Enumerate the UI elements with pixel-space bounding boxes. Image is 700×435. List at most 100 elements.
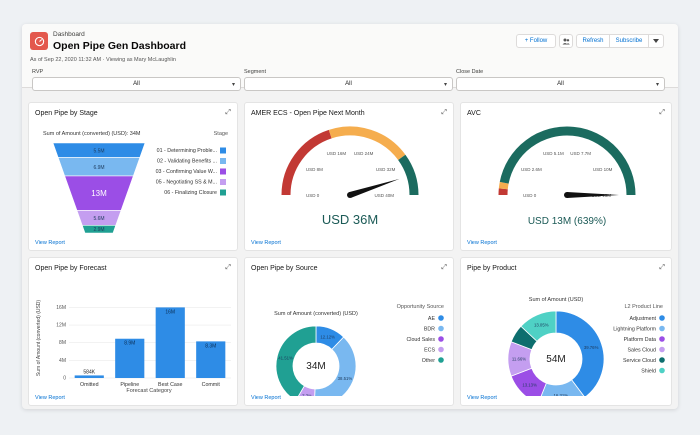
legend-item-label: 05 - Negotiating SS & M... [156,180,217,186]
gauge-needle-hub [347,192,353,198]
filter-label-segment: Segment [244,69,267,75]
gauge-value-label: USD 36M [322,212,378,227]
gauge-tick-label: USD 40M [374,193,394,198]
expand-icon[interactable]: ⤢ [225,109,231,116]
funnel-chart: Sum of Amount (converted) (USD): 34M Sta… [43,131,228,234]
gauge-tick-label: USD 8M [306,167,323,172]
gauge-needle [349,178,400,198]
follow-button[interactable]: + Follow [516,34,556,48]
view-report-link[interactable]: View Report [35,395,65,401]
page-title: Open Pipe Gen Dashboard [53,40,187,52]
view-report-link[interactable]: View Report [35,240,65,246]
view-report-link[interactable]: View Report [467,395,497,401]
donut-slice [314,336,357,396]
filter-select-segment[interactable]: All ▾ [244,77,453,91]
legend-swatch [659,325,665,332]
view-report-link[interactable]: View Report [251,240,281,246]
card-title: Open Pipe by Forecast [35,265,107,272]
funnel-segment-label: 2.9M [93,227,104,233]
legend-item-label: 02 - Validating Benefits ... [157,159,217,165]
expand-icon[interactable]: ⤢ [441,264,447,271]
x-tick-label: Best Case [158,382,182,388]
view-report-link[interactable]: View Report [251,395,281,401]
filter-label-close-date: Close Date [456,69,484,75]
y-tick-label: 12M [56,323,66,329]
donut-slice-label: 11.66% [512,356,526,361]
donut-slice [540,379,585,396]
legend-item-label: Adjustment [630,316,657,322]
legend-swatch [659,357,665,363]
funnel-segment-label: 13M [91,189,107,198]
funnel-subtitle: Sum of Amount (converted) (USD): 34M [43,131,141,137]
gauge-chart-2: USD 0 USD 2.6M USD 5.1M USD 7.7M USD 10M USD … [498,126,636,227]
donut-slice-label: 16.31% [554,393,569,396]
card-open-pipe-by-stage: Open Pipe by Stage ⤢ Sum of Amount (conv… [28,102,238,251]
legend-item-label: 01 - Determining Proble... [157,148,217,154]
filter-value-rvp: All [133,81,140,87]
bar-label: 8.3M [205,343,216,349]
expand-icon[interactable]: ⤢ [225,264,231,271]
card-title: Open Pipe by Stage [35,110,98,117]
more-actions-button[interactable] [648,34,664,48]
donut-slice-label: 7.7% [302,394,312,396]
card-amer-ecs-gauge: AMER ECS - Open Pipe Next Month ⤢ USD 0 U… [244,102,454,251]
expand-icon[interactable]: ⤢ [659,109,665,116]
filter-label-rvp: RVP [32,69,44,75]
card-open-pipe-by-source: Open Pipe by Source ⤢ Sum of Amount (con… [244,257,454,406]
gauge-tick-label: USD 0 [523,193,537,198]
legend-item-label: Lightning Platform [613,327,656,333]
bar [115,338,145,378]
breadcrumb[interactable]: Dashboard [53,31,85,38]
expand-icon[interactable]: ⤢ [659,264,665,271]
gauge-tick-label: USD 2.6M [521,167,542,172]
card-title: AMER ECS - Open Pipe Next Month [251,110,365,117]
filter-select-rvp[interactable]: All ▾ [32,77,241,91]
gauge-tick-label: USD 5.1M [543,151,564,156]
legend-item-label: Platform Data [624,337,656,343]
product-donut-chart: Sum of Amount (USD) L2 Product Line 39.7… [507,297,665,396]
chevron-down-icon [653,39,659,43]
legend-item-label: ECS [424,348,435,354]
legend-swatch [438,315,444,321]
gauge-band [498,181,509,190]
donut-slice [520,310,557,342]
card-avc-gauge: AVC ⤢ USD 0 USD 2.6M USD 5.1M USD 7.7M USD 1… [460,102,672,251]
legend-swatch [220,189,226,196]
gauge-tick-label: USD 0 [306,193,320,198]
donut-center-label: 54M [546,354,565,365]
legend-item-label: Other [422,358,435,364]
gauge-needle [567,192,619,198]
legend-item-label: BDR [424,327,435,333]
share-button[interactable] [559,34,573,48]
chevron-down-icon: ▾ [655,82,659,88]
legend-swatch [220,179,226,185]
donut-subtitle: Sum of Amount (converted) (USD) [274,311,358,317]
chevron-down-icon: ▾ [231,82,235,88]
legend-item-label: Service Cloud [623,358,656,364]
y-tick-label: 4M [59,358,66,364]
donut-center-label: 34M [306,361,325,372]
refresh-button[interactable]: Refresh [576,34,610,48]
bar [74,375,104,378]
legend-swatch [659,346,665,353]
subscribe-button[interactable]: Subscribe [609,34,649,48]
funnel-segment-label: 5.5M [93,148,104,154]
donut-slice [275,325,317,396]
expand-icon[interactable]: ⤢ [441,109,447,116]
donut-slice [555,310,605,396]
donut-slice-label: 38.51% [338,376,353,381]
donut-slice-label: 41.51% [278,355,293,360]
legend-swatch [220,158,226,164]
filter-select-close-date[interactable]: All ▾ [456,77,665,91]
view-report-link[interactable]: View Report [467,240,497,246]
gauge-needle-hub [564,192,570,198]
donut-subtitle: Sum of Amount (USD) [529,297,584,303]
x-axis-title: Forecast Category [126,388,171,394]
gauge-value-label: USD 13M (639%) [528,216,606,227]
x-tick-label: Commit [202,382,221,388]
legend-item-label: Sales Cloud [627,348,656,354]
donut-legend-title: Opportunity Source [397,304,444,310]
card-title: AVC [467,110,481,117]
legend-swatch [438,346,444,353]
gauge-band [328,126,406,161]
